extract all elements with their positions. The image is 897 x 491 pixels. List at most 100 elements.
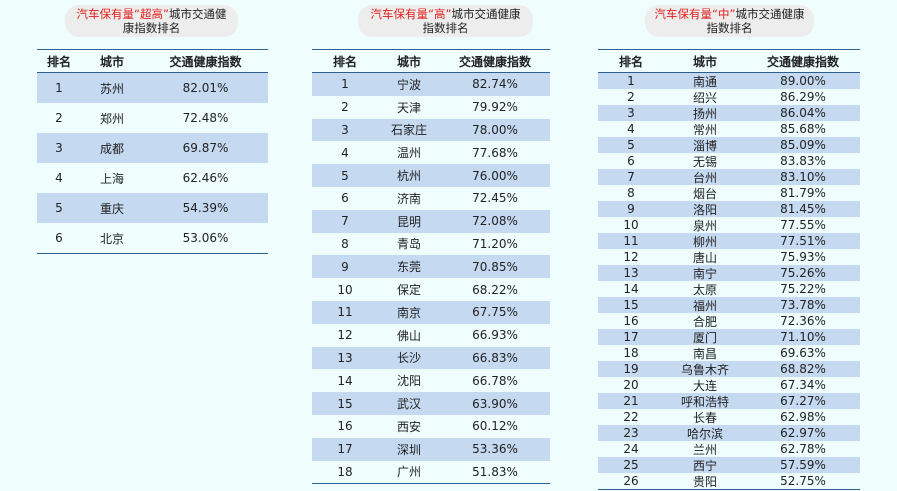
- table-cell: 台州: [692, 170, 717, 185]
- table-row: 2 绍兴 86.29%: [598, 89, 860, 105]
- table-row: 12 唐山 75.93%: [598, 249, 860, 265]
- table-row: 3 扬州 86.04%: [598, 105, 860, 121]
- table-cell: 62.78%: [780, 442, 826, 456]
- table-row: 6 北京 53.06%: [37, 223, 268, 253]
- table-title: 汽车保有量“超高”城市交通健康指数排名: [65, 5, 238, 37]
- table-cell: 6: [627, 154, 635, 168]
- table-row: 15 福州 73.78%: [598, 297, 860, 313]
- table-cell: 济南: [396, 191, 421, 206]
- table-cell: 3: [55, 141, 63, 155]
- table-cell: 15: [623, 298, 639, 312]
- table-row: 10 泉州 77.55%: [598, 217, 860, 233]
- title-text: 汽车保有量“中”城市交通健康指数排名: [653, 7, 806, 35]
- table-cell: 60.12%: [472, 419, 518, 434]
- table-cell: 保定: [396, 283, 421, 298]
- table-cell: 86.29%: [780, 90, 826, 104]
- table-cell: 22: [623, 410, 639, 424]
- table-cell: 柳州: [692, 234, 717, 249]
- table-cell: 乌鲁木齐: [680, 362, 729, 377]
- title-rest: 城市交通健康指数排名: [422, 7, 521, 35]
- table-cell: 75.93%: [780, 250, 826, 264]
- table-cell: 西安: [396, 419, 421, 434]
- table-cell: 67.27%: [780, 394, 826, 408]
- table-row: 19 乌鲁木齐 68.82%: [598, 361, 860, 377]
- title-rest: 城市交通健康指数排名: [122, 7, 227, 35]
- table-row: 7 台州 83.10%: [598, 169, 860, 185]
- table-row: 4 常州 85.68%: [598, 121, 860, 137]
- header-row: 排名 城市 交通健康指数: [598, 50, 860, 73]
- table-cell: 6: [55, 231, 63, 245]
- table-cell: 东莞: [396, 260, 421, 275]
- table-cell: 10: [337, 282, 353, 297]
- table-row: 6 无锡 83.83%: [598, 153, 860, 169]
- table-row: 11 南京 67.75%: [312, 300, 550, 324]
- table-cell: 宁波: [396, 77, 421, 92]
- table-cell: 54.39%: [182, 201, 229, 215]
- table-row: 16 合肥 72.36%: [598, 313, 860, 329]
- table-row: 13 长沙 66.83%: [312, 346, 550, 370]
- header-cell: 交通健康指数: [766, 54, 839, 69]
- table-cell: 89.00%: [780, 74, 826, 88]
- table-cell: 1: [55, 81, 63, 95]
- table-cell: 6: [341, 191, 349, 206]
- table-cell: 62.97%: [780, 426, 826, 440]
- header-cell: 城市: [396, 54, 421, 69]
- table-cell: 23: [623, 426, 639, 440]
- table-row: 11 柳州 77.51%: [598, 233, 860, 249]
- table-cell: 3: [341, 122, 349, 137]
- table-row: 25 西宁 57.59%: [598, 457, 860, 473]
- table-cell: 51.83%: [472, 464, 518, 479]
- table-row: 5 杭州 76.00%: [312, 164, 550, 187]
- header-cell: 交通健康指数: [458, 54, 531, 69]
- table-cell: 20: [623, 378, 639, 392]
- table-cell: 9: [341, 259, 349, 274]
- table-cell: 长沙: [396, 351, 421, 366]
- table-row: 14 沈阳 66.78%: [312, 369, 550, 392]
- table-cell: 72.36%: [780, 314, 826, 328]
- table-cell: 73.78%: [780, 298, 826, 312]
- header-cell: 排名: [46, 54, 71, 69]
- table-cell: 26: [623, 474, 639, 488]
- table-cell: 武汉: [396, 397, 421, 412]
- table-cell: 上海: [99, 171, 124, 186]
- table-cell: 79.92%: [472, 100, 518, 115]
- title-highlight: 汽车保有量“超高”: [76, 7, 169, 21]
- table-cell: 唐山: [692, 250, 717, 265]
- table: 排名 城市 交通健康指数 1 南通 89.00% 2 绍兴 86.29% 3 扬州 86.04% 4 常州…: [598, 49, 860, 490]
- table-cell: 16: [623, 314, 639, 328]
- table-cell: 52.75%: [780, 474, 826, 488]
- title-highlight: 汽车保有量“高”: [370, 7, 452, 21]
- table-cell: 天津: [396, 100, 421, 115]
- table-cell: 5: [55, 201, 63, 215]
- table-cell: 淄博: [692, 138, 717, 153]
- table-cell: 19: [623, 362, 639, 376]
- table-cell: 86.04%: [780, 106, 826, 120]
- table-cell: 杭州: [396, 169, 421, 184]
- table-cell: 厦门: [692, 330, 717, 345]
- table-row: 2 天津 79.92%: [312, 96, 550, 119]
- table-cell: 62.46%: [182, 171, 229, 185]
- table-cell: 泉州: [692, 218, 717, 233]
- table-cell: 16: [337, 419, 353, 434]
- table-cell: 72.45%: [472, 191, 518, 206]
- table-cell: 69.87%: [182, 141, 229, 155]
- table-cell: 昆明: [396, 214, 421, 229]
- title-text: 汽车保有量“高”城市交通健康指数排名: [366, 7, 525, 35]
- table-cell: 青岛: [396, 237, 421, 252]
- table-cell: 68.22%: [472, 282, 518, 297]
- table-cell: 14: [337, 373, 353, 388]
- table-cell: 2: [627, 90, 635, 104]
- table-row: 15 武汉 63.90%: [312, 392, 550, 415]
- table-row: 20 大连 67.34%: [598, 377, 860, 393]
- table-cell: 苏州: [99, 81, 124, 96]
- table-cell: 67.75%: [472, 305, 518, 320]
- table-cell: 11: [623, 234, 639, 248]
- table-cell: 长春: [692, 410, 717, 425]
- table-cell: 大连: [692, 378, 717, 393]
- header-cell: 城市: [99, 54, 124, 69]
- header-row: 排名 城市 交通健康指数: [37, 50, 268, 73]
- table-cell: 沈阳: [396, 374, 421, 389]
- table-row: 13 南宁 75.26%: [598, 265, 860, 281]
- table-row: 5 重庆 54.39%: [37, 193, 268, 223]
- table-cell: 66.83%: [472, 350, 518, 365]
